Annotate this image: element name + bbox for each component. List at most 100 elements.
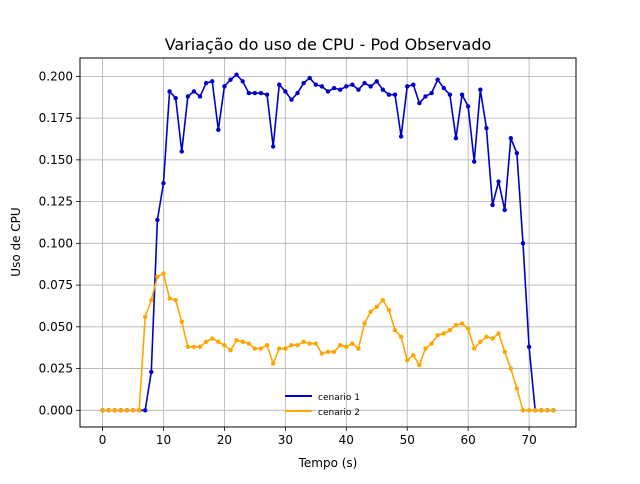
data-point: [228, 347, 233, 353]
y-tick-label: 0.000: [39, 403, 73, 417]
data-point: [210, 79, 215, 84]
data-point: [191, 89, 197, 94]
y-tick-label: 0.075: [39, 278, 73, 292]
data-point: [520, 241, 526, 246]
data-point: [447, 92, 453, 97]
data-point: [453, 322, 459, 328]
data-point: [441, 85, 446, 91]
data-point: [277, 82, 282, 87]
x-axis-label: Tempo (s): [298, 456, 358, 470]
legend: cenario 1 cenario 2: [285, 393, 360, 418]
data-point: [459, 92, 465, 97]
data-point: [405, 358, 410, 363]
data-point: [142, 408, 148, 413]
data-point: [465, 104, 471, 109]
data-point: [222, 342, 227, 348]
data-point: [283, 89, 288, 94]
data-point: [356, 346, 361, 351]
data-point: [478, 87, 483, 92]
data-point: [325, 349, 331, 355]
x-tick-label: 60: [461, 433, 476, 447]
data-point: [203, 339, 209, 345]
data-point: [283, 346, 288, 351]
data-point: [356, 87, 361, 92]
data-point: [325, 89, 331, 94]
data-point: [484, 125, 489, 131]
data-point: [539, 408, 544, 413]
legend-label-2: cenario 2: [318, 408, 360, 418]
y-tick-label: 0.175: [39, 111, 73, 125]
data-point: [106, 408, 111, 413]
data-point: [386, 92, 392, 97]
data-point: [465, 326, 471, 331]
data-point: [264, 342, 270, 348]
data-point: [435, 332, 440, 338]
data-point: [508, 366, 514, 371]
data-point: [155, 217, 160, 223]
data-point: [301, 80, 306, 86]
data-point: [411, 82, 416, 87]
y-axis-label: Uso de CPU: [9, 207, 23, 276]
data-point: [344, 84, 349, 89]
data-point: [551, 408, 556, 413]
data-point: [429, 90, 434, 96]
data-point: [185, 94, 191, 99]
data-point: [405, 84, 410, 89]
x-tick-label: 20: [217, 433, 232, 447]
data-point: [484, 334, 489, 340]
data-point: [149, 369, 154, 375]
data-point: [532, 408, 538, 413]
data-point: [130, 408, 136, 413]
data-point: [350, 82, 355, 87]
data-point: [289, 97, 294, 102]
data-point: [520, 408, 526, 413]
data-point: [362, 80, 367, 86]
chart-title: Variação do uso de CPU - Pod Observado: [165, 35, 492, 54]
data-point: [118, 408, 124, 413]
data-point: [270, 144, 276, 149]
data-point: [380, 297, 386, 303]
data-point: [197, 94, 203, 99]
data-point: [155, 274, 160, 279]
data-point: [167, 296, 172, 301]
data-point: [313, 82, 319, 87]
data-point: [331, 349, 337, 355]
data-point: [307, 75, 312, 81]
data-point: [417, 100, 422, 106]
data-point: [301, 339, 306, 345]
legend-item-1: cenario 1: [285, 393, 360, 403]
data-point: [210, 336, 215, 341]
data-point: [289, 342, 294, 348]
data-point: [161, 181, 166, 186]
data-point: [331, 85, 337, 91]
data-point: [441, 331, 446, 336]
x-tick-label: 70: [521, 433, 536, 447]
y-tick-label: 0.050: [39, 320, 73, 334]
legend-item-2: cenario 2: [285, 408, 360, 418]
data-point: [270, 361, 276, 366]
data-point: [295, 342, 300, 348]
data-point: [240, 339, 245, 345]
data-point: [386, 307, 392, 313]
y-tick-label: 0.200: [39, 69, 73, 83]
data-point: [350, 341, 355, 346]
data-point: [447, 327, 453, 333]
data-point: [490, 202, 495, 208]
data-point: [203, 80, 209, 86]
data-point: [252, 346, 258, 351]
data-point: [526, 344, 532, 350]
data-point: [258, 346, 264, 351]
data-point: [167, 89, 172, 94]
data-point: [295, 90, 300, 96]
x-tick-label: 40: [339, 433, 354, 447]
data-point: [136, 408, 142, 413]
data-point: [337, 342, 343, 348]
data-point: [161, 271, 166, 276]
data-point: [472, 346, 477, 351]
data-point: [112, 408, 117, 413]
series-layer: [100, 72, 556, 413]
data-point: [398, 334, 404, 340]
data-point: [100, 408, 105, 413]
